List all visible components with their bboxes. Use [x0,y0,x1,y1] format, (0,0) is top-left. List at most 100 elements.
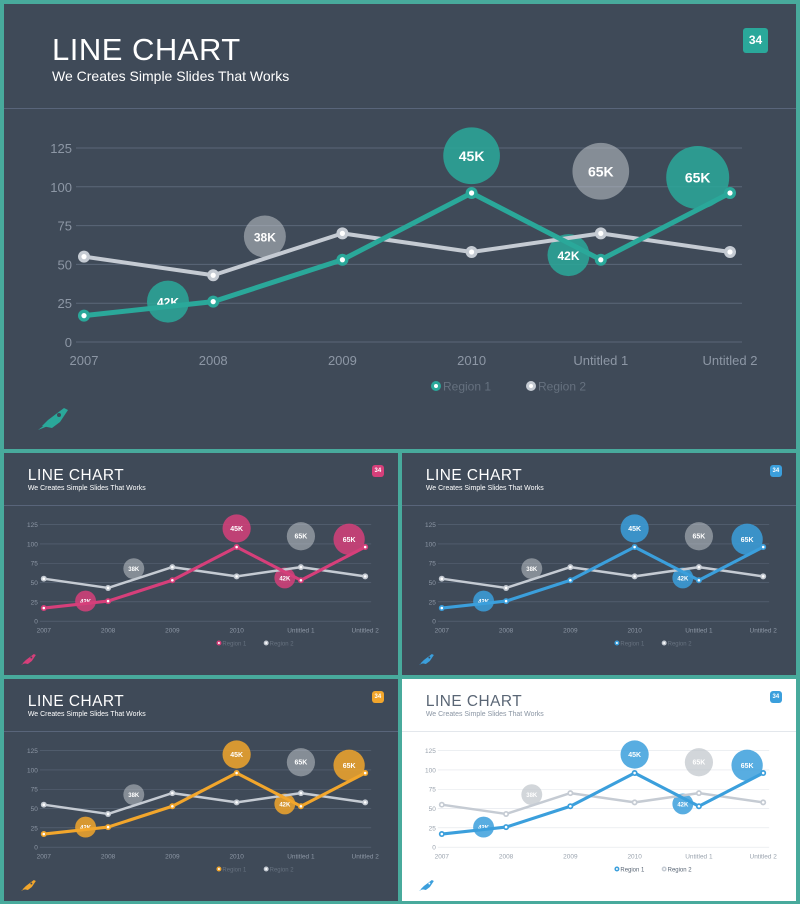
data-point-center [106,812,110,816]
y-tick-label: 100 [425,767,436,774]
data-point-center [727,190,733,196]
series-line [83,231,731,278]
x-tick-label: 2007 [37,628,52,635]
series-line [441,791,764,816]
x-tick-label: 2007 [70,353,99,368]
header-divider [402,504,796,506]
y-tick-label: 25 [31,825,39,832]
data-point-center [569,578,572,582]
data-point-center [171,565,174,569]
x-tick-label: Untitled 1 [685,854,713,861]
series-line [43,565,366,590]
x-tick-label: Untitled 2 [352,628,380,635]
x-tick-label: 2008 [101,854,116,861]
annotation-bubble [473,590,495,612]
y-tick-label: 25 [31,599,39,606]
annotation-label: 45K [459,148,485,164]
y-tick-label: 75 [429,561,437,568]
annotation-label: 42K [677,802,689,808]
line-chart: 0 25 50 75 100 125 2007 2008 2009 2010 Untitled 1 U… [20,514,380,665]
annotation-label: 38K [128,793,140,799]
annotation-bubble [286,522,316,551]
series-line [441,545,764,610]
x-tick-label: 2008 [499,854,514,861]
x-tick-label: 2008 [499,628,514,635]
annotation-label: 65K [741,537,754,544]
x-tick-label: 2007 [435,854,450,861]
header-divider [4,730,398,732]
legend-label: Region 1 [443,380,491,394]
data-point-center [210,272,216,278]
data-point-center [633,771,636,775]
annotation-bubble [684,748,714,777]
annotation-bubble [620,740,649,769]
rocket-icon [20,653,36,665]
data-point-center [598,230,604,236]
annotation-bubble [222,514,251,543]
y-tick-label: 75 [31,561,39,568]
x-tick-label: Untitled 2 [352,854,380,861]
data-point-center [339,257,345,263]
page-title: LINE CHART [52,32,241,67]
annotation-bubble [521,558,543,580]
annotation-label: 65K [693,760,706,767]
y-tick-label: 125 [425,748,436,755]
annotation-label: 42K [279,802,291,808]
y-tick-label: 50 [31,806,39,813]
y-tick-label: 50 [31,580,39,587]
data-point-center [235,771,238,775]
data-point-center [440,606,444,610]
annotation-bubble [684,522,714,551]
data-point-center [42,606,46,610]
data-point-center [697,578,701,582]
annotation-bubble [620,514,649,543]
annotation-label: 65K [295,760,308,767]
x-tick-label: 2010 [229,628,244,635]
annotation-bubble [123,558,145,580]
header-divider [4,504,398,506]
rocket-flame [20,661,26,665]
legend-label: Region 1 [222,867,247,873]
data-point-center [363,771,367,775]
line-chart: 0 25 50 75 100 125 2007 2008 2009 2010 Untitled 1 U… [418,740,777,891]
slide-orange-variant: LINE CHART We Creates Simple Slides That … [4,679,398,901]
data-point-center [299,565,303,569]
y-tick-label: 125 [27,748,38,755]
data-point-center [42,577,46,580]
x-tick-label: Untitled 1 [573,353,628,368]
annotation-bubble [443,127,500,185]
data-point-center [106,599,110,603]
rocket-body [22,653,36,664]
annotation-label: 42K [677,576,689,582]
page-title: LINE CHART [27,692,125,710]
legend-marker-center [529,384,533,388]
data-point-center [761,771,765,775]
rocket-icon [38,408,68,430]
y-tick-label: 125 [425,522,436,529]
x-tick-label: 2010 [457,353,486,368]
legend-label: Region 1 [620,641,645,647]
rocket-icon [418,653,434,665]
x-tick-label: Untitled 2 [703,353,758,368]
legend-label: Region 2 [668,867,693,873]
legend-marker-center [663,868,666,871]
annotation-label: 38K [128,567,140,573]
data-point-center [504,812,508,816]
annotation-label: 38K [526,567,538,573]
legend-marker-center [615,642,618,645]
annotation-bubble [75,590,97,612]
legend-label: Region 2 [538,380,586,394]
legend-label: Region 2 [668,641,693,647]
data-point-center [106,586,110,590]
legend-label: Region 2 [270,641,295,647]
page-title: LINE CHART [425,466,523,484]
slide-light-variant: LINE CHART We Creates Simple Slides That … [402,679,796,901]
data-point-center [440,832,444,836]
page-subtitle: We Creates Simple Slides That Works [52,68,290,84]
data-point-center [171,804,174,808]
data-point-center [81,313,87,319]
annotation-label: 65K [741,763,754,770]
x-tick-label: 2009 [165,628,180,635]
x-tick-label: 2007 [435,628,450,635]
rocket-window [30,656,33,659]
